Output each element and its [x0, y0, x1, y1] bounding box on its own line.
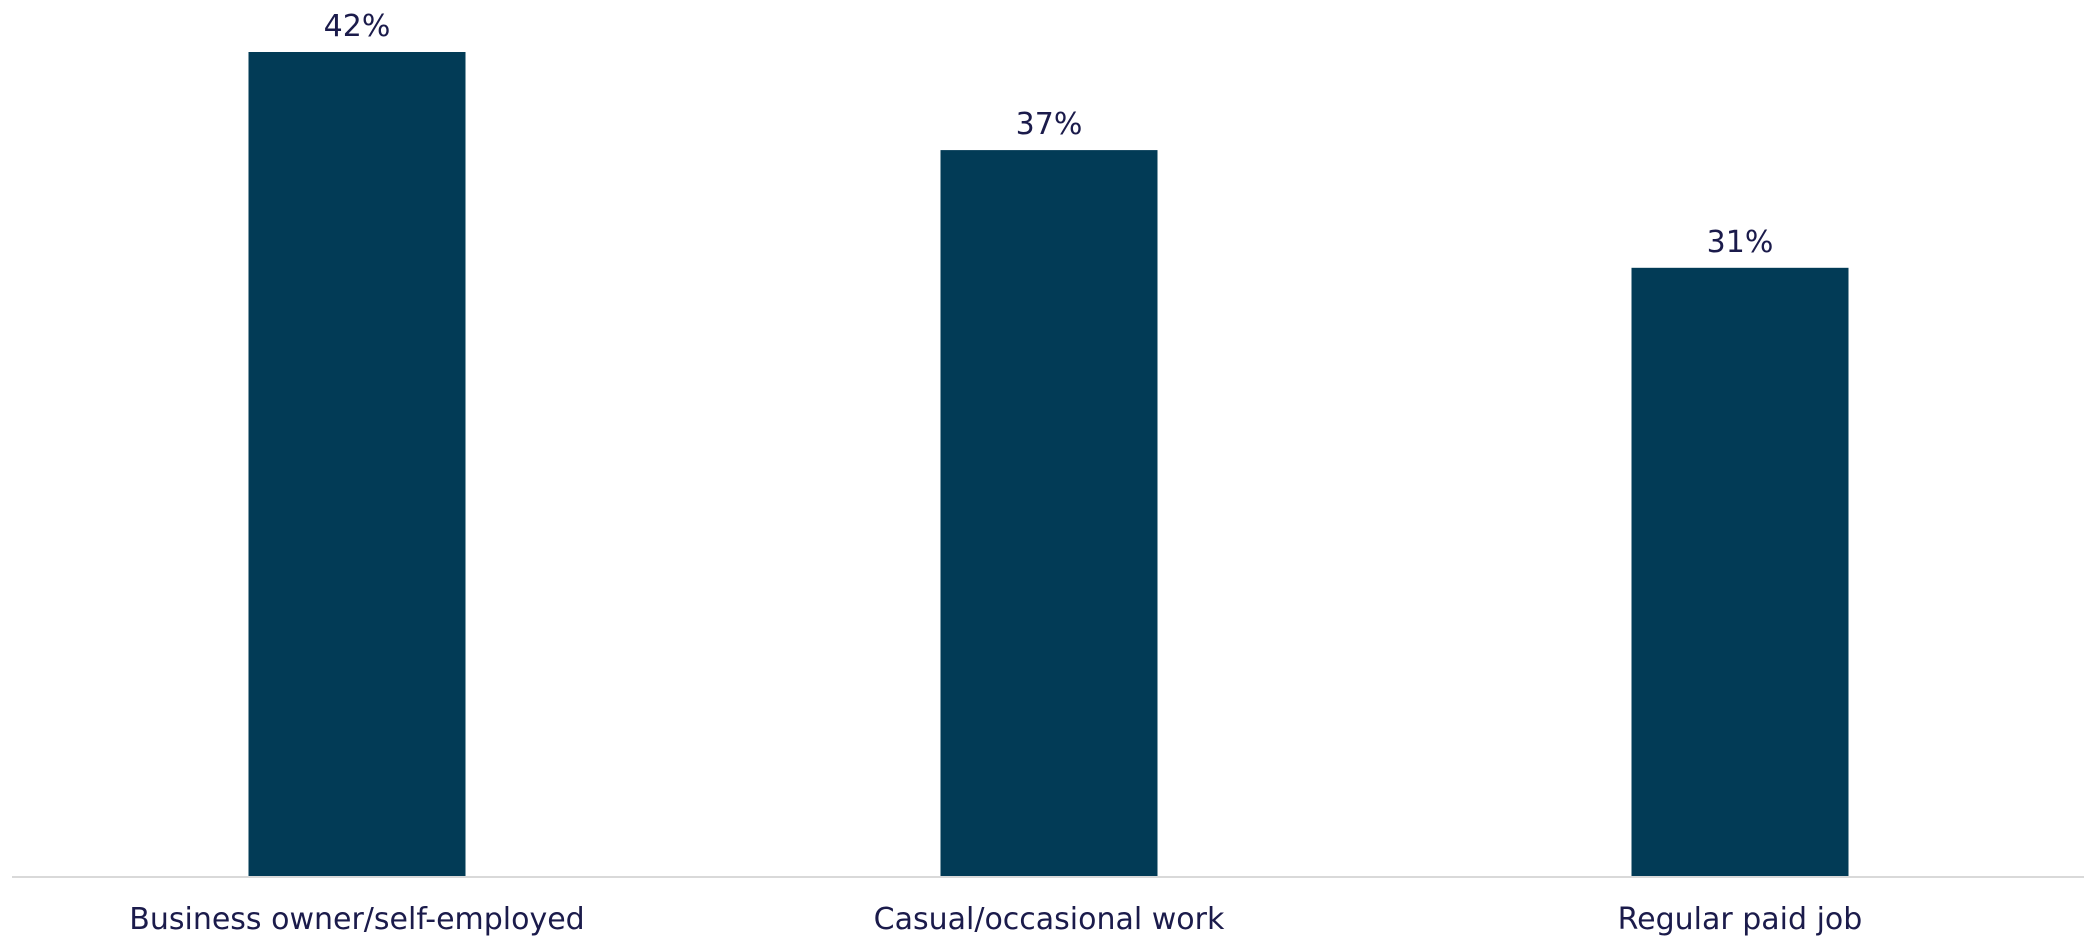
value-label-3: 31% — [1707, 225, 1774, 260]
bar-3 — [1631, 267, 1849, 876]
bar-2 — [940, 150, 1158, 877]
value-label-2: 37% — [1016, 107, 1083, 142]
category-label-1: Business owner/self-employed — [129, 902, 584, 937]
value-labels-group: 42% 37% 31% — [324, 9, 1774, 260]
bars-group — [248, 52, 1849, 877]
category-labels-group: Business owner/self-employed Casual/occas… — [129, 902, 1862, 937]
category-label-2: Casual/occasional work — [874, 902, 1225, 937]
category-label-3: Regular paid job — [1618, 902, 1863, 937]
value-label-1: 42% — [324, 9, 391, 44]
bar-1 — [248, 52, 466, 876]
